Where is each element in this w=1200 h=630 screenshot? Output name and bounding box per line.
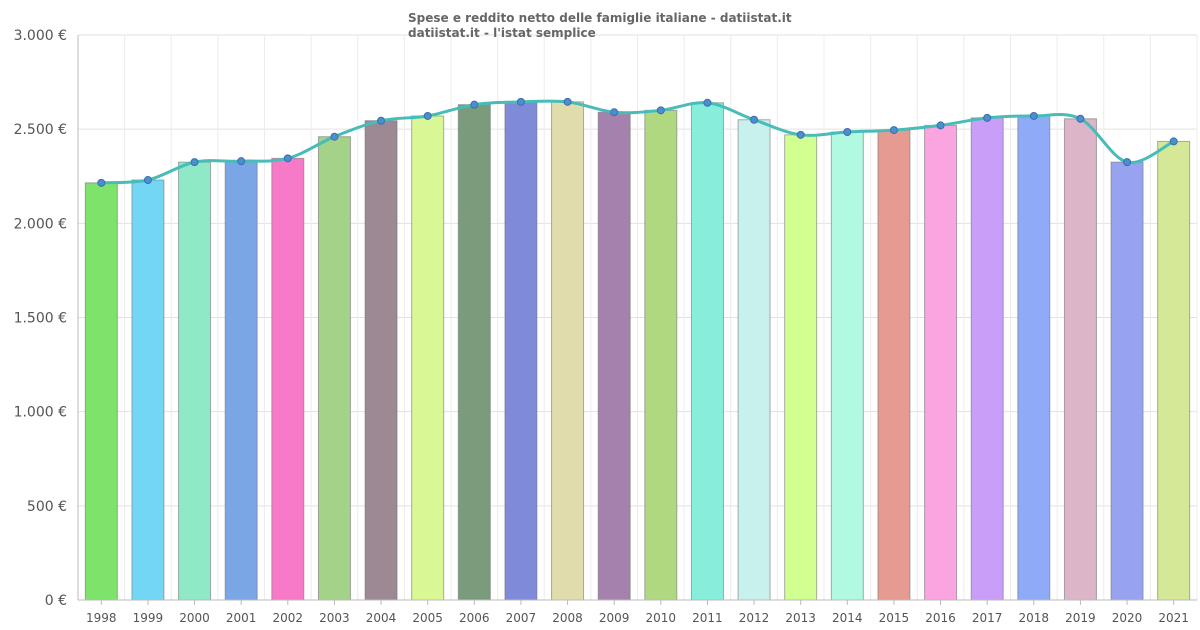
x-tick-labels: 1998 1999 2000 2001 2002 2003 2004 2005 2006 2007… (86, 600, 1189, 625)
x-tick-label: 1999 (133, 611, 164, 625)
point-2012[interactable] (750, 115, 759, 124)
point-2009[interactable] (610, 108, 619, 117)
point-2020[interactable] (1123, 158, 1132, 167)
x-tick-label: 2015 (879, 611, 910, 625)
bar-2013[interactable] (784, 134, 818, 601)
x-tick-label: 2014 (832, 611, 863, 625)
point-2021[interactable] (1169, 137, 1178, 146)
point-2017[interactable] (983, 113, 992, 122)
bar-2008[interactable] (551, 101, 585, 601)
chart-title: Spese e reddito netto delle famiglie ita… (408, 11, 792, 25)
x-tick-label: 2016 (925, 611, 956, 625)
point-2003[interactable] (330, 132, 339, 141)
point-2016[interactable] (936, 121, 945, 130)
bar-2005[interactable] (411, 115, 445, 601)
y-tick-label: 0 € (45, 593, 67, 609)
x-tick-label: 2019 (1065, 611, 1096, 625)
x-tick-label: 2013 (785, 611, 816, 625)
x-tick-label: 2004 (366, 611, 397, 625)
point-2014[interactable] (843, 127, 852, 136)
x-tick-label: 2009 (599, 611, 630, 625)
bar-2009[interactable] (597, 111, 631, 601)
bar-2010[interactable] (644, 109, 678, 601)
y-tick-label: 3.000 € (14, 28, 67, 44)
bar-2004[interactable] (364, 120, 398, 601)
x-tick-label: 2011 (692, 611, 723, 625)
trend-line-group (97, 97, 1178, 187)
x-tick-label: 2005 (412, 611, 443, 625)
gridlines (77, 34, 1198, 601)
bar-2007[interactable] (504, 101, 538, 601)
point-2005[interactable] (423, 111, 432, 120)
bar-2016[interactable] (924, 124, 958, 601)
x-tick-label: 2020 (1112, 611, 1143, 625)
y-tick-label: 2.000 € (14, 216, 67, 232)
x-tick-label: 2010 (646, 611, 677, 625)
x-tick-label: 1998 (86, 611, 117, 625)
bar-2012[interactable] (737, 119, 771, 601)
bar-2003[interactable] (317, 136, 351, 601)
point-2018[interactable] (1029, 111, 1038, 120)
point-2011[interactable] (703, 98, 712, 107)
bar-2018[interactable] (1017, 115, 1051, 601)
point-2008[interactable] (563, 97, 572, 106)
bar-2011[interactable] (690, 102, 724, 601)
bar-2021[interactable] (1157, 140, 1191, 601)
point-2006[interactable] (470, 100, 479, 109)
y-tick-label: 1.500 € (14, 311, 67, 327)
x-tick-label: 2003 (319, 611, 350, 625)
bar-2006[interactable] (457, 104, 491, 601)
point-1999[interactable] (143, 176, 152, 185)
x-tick-label: 2002 (273, 611, 304, 625)
point-2013[interactable] (796, 130, 805, 139)
point-2015[interactable] (889, 126, 898, 135)
x-tick-label: 2007 (506, 611, 537, 625)
axes (77, 35, 1197, 601)
bar-1999[interactable] (131, 179, 165, 601)
bar-2017[interactable] (970, 117, 1004, 601)
bars (84, 101, 1191, 601)
point-2002[interactable] (283, 154, 292, 163)
x-tick-label: 2021 (1158, 611, 1189, 625)
x-tick-label: 2017 (972, 611, 1003, 625)
y-tick-labels: 0 € 500 € 1.000 € 1.500 € 2.000 € 2.500 € 3.00… (14, 28, 67, 609)
bar-2014[interactable] (830, 131, 864, 601)
point-2010[interactable] (656, 106, 665, 115)
y-tick-label: 500 € (27, 499, 67, 515)
x-tick-label: 2008 (552, 611, 583, 625)
point-2007[interactable] (516, 97, 525, 106)
x-tick-label: 2001 (226, 611, 257, 625)
bar-2002[interactable] (271, 157, 305, 601)
y-tick-label: 1.000 € (14, 405, 67, 421)
bar-2020[interactable] (1110, 161, 1144, 601)
bar-2000[interactable] (178, 161, 212, 601)
point-2004[interactable] (377, 116, 386, 125)
point-1998[interactable] (97, 178, 106, 187)
bar-2001[interactable] (224, 160, 258, 601)
x-tick-label: 2000 (179, 611, 210, 625)
bar-1998[interactable] (84, 182, 118, 601)
point-2019[interactable] (1076, 114, 1085, 123)
x-tick-label: 2006 (459, 611, 490, 625)
point-2000[interactable] (190, 158, 199, 167)
point-2001[interactable] (237, 157, 246, 166)
y-tick-label: 2.500 € (14, 122, 67, 138)
chart-subtitle: datiistat.it - l'istat semplice (408, 26, 596, 40)
x-tick-label: 2018 (1019, 611, 1050, 625)
bar-2019[interactable] (1063, 118, 1097, 601)
bar-2015[interactable] (877, 129, 911, 601)
x-tick-label: 2012 (739, 611, 770, 625)
